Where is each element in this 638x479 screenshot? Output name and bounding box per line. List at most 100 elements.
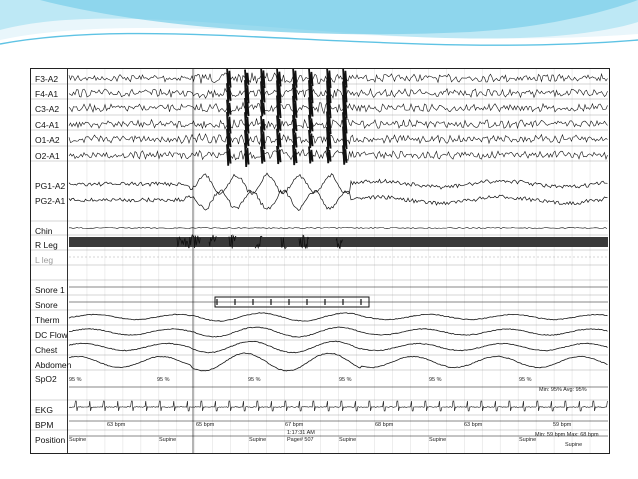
artifact-spike [260,146,266,164]
artifact-spike [342,81,348,105]
artifact-spike [226,144,232,166]
signal-traces [31,69,608,453]
artifact-spike [276,80,282,106]
spo2-summary: Min: 95% Avg: 95% [539,387,587,393]
dc-flow-trace [68,326,608,338]
leg-movement-burst [298,234,309,250]
artifact-spike [260,115,266,133]
artifact-spike [226,83,232,103]
ekg-trace [68,400,608,412]
channel-label-ekg: EKG [35,405,53,415]
channel-label-f4-a1: F4-A1 [35,89,59,99]
channel-label-abdomen: Abdomen [35,360,72,370]
leg-movement-burst [176,233,201,249]
channel-label-snore-1: Snore 1 [35,285,65,295]
artifact-spike [226,99,232,117]
artifact-spike [342,95,348,121]
therm-trace [68,312,608,322]
eog-trace [68,172,608,196]
bpm-value: 68 bpm [375,422,394,428]
bpm-value: 65 bpm [196,422,215,428]
artifact-spike [326,80,332,106]
channel-label-pg2-a1: PG2-A1 [35,196,66,206]
leg-movement-burst [228,233,237,249]
artifact-spike [342,69,348,91]
channel-label-o2-a1: O2-A1 [35,151,60,161]
artifact-spike [326,111,332,137]
artifact-spike [308,97,314,119]
artifact-spike [292,144,298,166]
chin-emg-trace [69,227,608,229]
bpm-summary: Min: 59 bpm Max: 68 bpm [535,432,599,438]
artifact-spike [292,95,298,121]
channel-label-r-leg: R Leg [35,240,58,250]
channel-label-position: Position [35,435,66,445]
artifact-spike [292,69,298,91]
channel-label-chin: Chin [35,226,53,236]
channel-label-o1-a2: O1-A2 [35,135,60,145]
spo2-value: 95 % [248,377,261,383]
channel-label-c4-a1: C4-A1 [35,120,60,130]
artifact-spike [308,114,314,134]
eeg-trace [68,132,608,145]
channel-label-chest: Chest [35,345,58,355]
spo2-value: 95 % [157,377,170,383]
artifact-spike [276,115,282,133]
position-value: Supine [69,437,87,443]
position-value: Supine [249,437,267,443]
channel-label-f3-a2: F3-A2 [35,74,59,84]
psg-recording-panel: F3-A2 F4-A1 C3-A2 C4-A1 O1-A2 O2-A1 PG1-… [30,68,610,454]
artifact-spike [244,69,250,87]
header-wave-decoration [0,0,638,46]
artifact-spike [226,128,232,150]
artifact-spike [292,128,298,150]
artifact-spike [276,145,282,165]
channel-label-dc-flow: DC Flow [35,330,68,340]
channel-label-spo2: SpO2 [35,374,57,384]
bpm-value: 67 bpm [285,422,304,428]
bpm-value: 59 bpm [553,422,572,428]
artifact-spike [244,112,250,136]
eeg-trace [68,118,608,130]
artifact-spike [292,115,298,133]
artifact-spike [244,97,250,119]
spo2-value: 95 % [519,377,532,383]
channel-labels: F3-A2 F4-A1 C3-A2 C4-A1 O1-A2 O2-A1 PG1-… [31,69,72,453]
bpm-value: 63 bpm [464,422,483,428]
artifact-spike [260,81,266,105]
r-leg-emg-band [69,237,608,247]
spo2-value: 95 % [429,377,442,383]
artifact-spike [342,145,348,165]
artifact-spike [226,69,232,91]
channel-label-therm: Therm [35,315,60,325]
artifact-spike [244,130,250,148]
artifact-spike [276,69,282,89]
leg-movement-burst [254,235,263,250]
snore-event-box [214,296,370,308]
chest-trace [68,340,608,354]
spo2-value: 95 % [339,377,352,383]
artifact-spike [308,69,314,89]
leg-movement-burst [280,237,287,250]
abdomen-trace [68,352,608,372]
artifact-spike [244,143,250,167]
artifact-spike [260,69,266,91]
leg-movement-burst [208,234,217,247]
position-value: Supine [519,437,537,443]
channel-label-pg1-a2: PG1-A2 [35,181,66,191]
eog-trace [68,189,608,211]
artifact-spike [226,111,232,137]
artifact-spike [326,126,332,152]
channel-label-l-leg: L leg [35,255,54,265]
artifact-spike [308,146,314,164]
eeg-trace [68,148,608,162]
leg-movement-burst [335,237,343,249]
epoch-time: 1:17:31 AM [287,430,315,436]
position-value: Supine [429,437,447,443]
channel-label-bpm: BPM [35,420,54,430]
artifact-spike [342,126,348,152]
eeg-trace [68,101,608,115]
position-value: Supine [565,442,583,448]
artifact-spike [342,112,348,136]
artifact-spike [326,69,332,91]
